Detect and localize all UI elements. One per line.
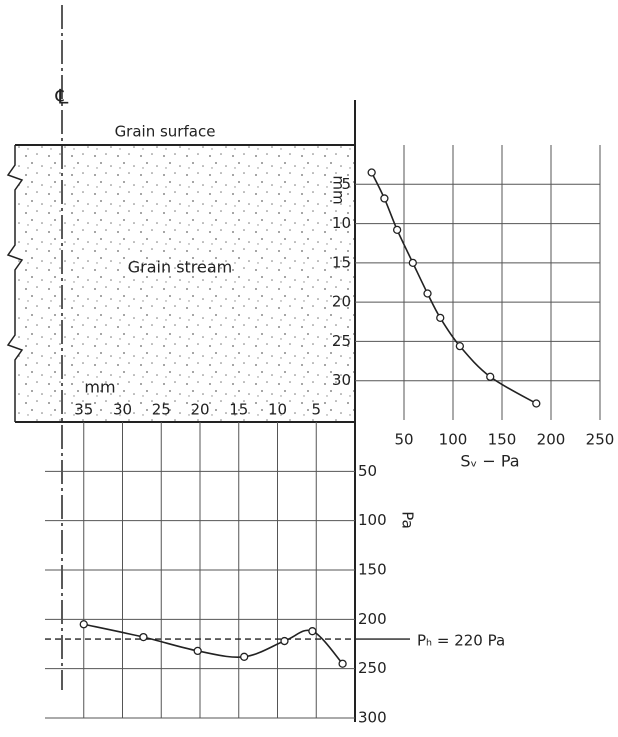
- data-point: [455, 341, 465, 351]
- x-tick-label: 30: [113, 401, 132, 419]
- y-axis-label: mm: [330, 175, 348, 204]
- data-point: [308, 627, 317, 636]
- data-point: [338, 659, 347, 668]
- stream-label: Grain stream: [128, 258, 233, 277]
- surface-label: Grain surface: [115, 123, 216, 141]
- data-point: [436, 313, 445, 323]
- x-tick-label: 100: [439, 431, 468, 449]
- reference-label: Pₕ = 220 Pa: [417, 632, 505, 650]
- y-tick-label: 20: [332, 293, 351, 311]
- x-tick-label: 250: [586, 431, 615, 449]
- x-tick-label: 5: [311, 401, 321, 419]
- y-tick-label: 250: [358, 659, 387, 677]
- data-point: [380, 194, 389, 203]
- data-point: [139, 632, 148, 642]
- data-point: [392, 225, 402, 235]
- y-tick-label: 100: [358, 511, 387, 529]
- data-point: [240, 652, 249, 661]
- data-point: [280, 636, 289, 646]
- y-tick-label: 50: [358, 462, 377, 480]
- centerline-symbol: ℄: [55, 85, 69, 109]
- data-point: [532, 399, 541, 408]
- break-line: [6, 145, 24, 422]
- data-point: [193, 646, 202, 656]
- x-tick-label: 25: [152, 401, 171, 419]
- x-tick-label: 15: [229, 401, 248, 419]
- grain-block: [15, 145, 355, 422]
- x-axis-label: mm: [84, 378, 115, 397]
- x-tick-label: 200: [537, 431, 566, 449]
- y-tick-label: 25: [332, 332, 351, 350]
- x-axis-label: Sᵥ − Pa: [460, 452, 519, 471]
- x-tick-label: 50: [394, 431, 413, 449]
- y-tick-label: 30: [332, 371, 351, 389]
- y-tick-label: 15: [332, 253, 351, 271]
- y-axis-label: Pa: [399, 511, 417, 529]
- x-tick-label: 35: [74, 401, 93, 419]
- y-tick-label: 10: [332, 214, 351, 232]
- y-tick-label: 5: [341, 175, 351, 193]
- x-tick-label: 150: [488, 431, 517, 449]
- data-point: [79, 620, 88, 629]
- data-point: [408, 258, 417, 268]
- y-tick-label: 150: [358, 561, 387, 579]
- data-point: [486, 372, 495, 381]
- y-tick-label: 200: [358, 610, 387, 628]
- data-point: [423, 289, 432, 298]
- curve: [370, 172, 537, 405]
- data-point: [367, 168, 376, 177]
- x-tick-label: 10: [268, 401, 287, 419]
- y-tick-label: 300: [358, 709, 387, 727]
- x-tick-label: 20: [190, 401, 209, 419]
